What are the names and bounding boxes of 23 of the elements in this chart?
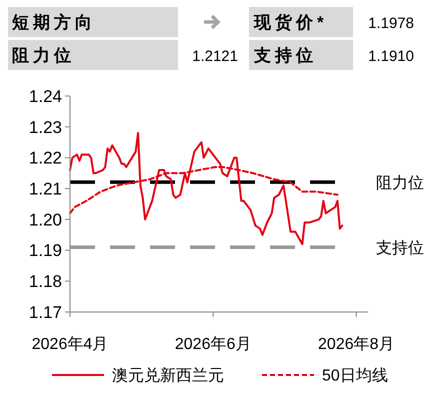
ref-line-label: 阻力位 [376,174,424,192]
text: 短期方向 [11,13,96,32]
y-tick-label: 1.22 [28,148,62,168]
y-tick-label: 1.19 [28,241,62,260]
y-tick-label: 1.17 [28,302,62,322]
text: 1.2121 [192,48,238,65]
text: 现货价* [253,13,328,32]
y-tick-label: 1.23 [28,118,62,137]
y-tick-label: 1.18 [28,272,62,292]
x-tick-label: 2026年6月 [174,336,252,353]
line-series [69,132,344,246]
legend-label: 澳元兑新西兰元 [112,366,224,385]
text: 支持位 [253,46,317,65]
y-tick-label: 1.24 [28,86,62,106]
x-tick-label: 2026年4月 [32,336,108,353]
x-tick-label: 2026年8月 [318,336,395,353]
y-tick-label: 1.20 [28,210,62,230]
text: 1.1910 [368,48,414,65]
text: 阻力位 [12,46,75,65]
ref-line-label: 支持位 [376,239,424,258]
y-tick-label: 1.21 [28,180,62,199]
legend-label: 50日均线 [322,366,388,385]
text: 1.1978 [368,15,414,32]
